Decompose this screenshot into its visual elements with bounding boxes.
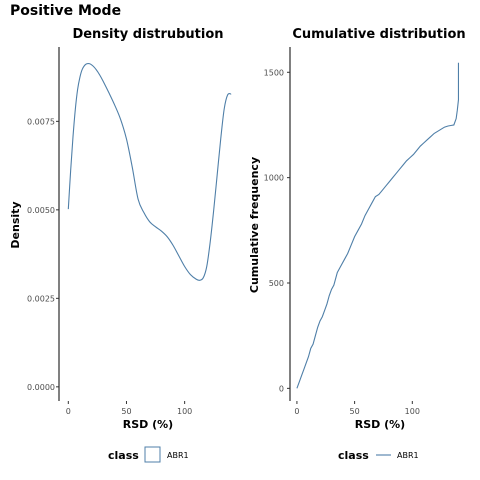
density-legend-label: ABR1 xyxy=(167,451,189,460)
cumulative-x-axis-label: RSD (%) xyxy=(355,418,405,431)
x-tick-label: 0 xyxy=(66,407,71,416)
density-x-ticks: 0 50 100 xyxy=(66,401,192,416)
y-tick-label: 1000 xyxy=(264,174,284,183)
density-y-ticks: 0.0000 0.0025 0.0050 0.0075 xyxy=(27,117,59,392)
density-legend: class ABR1 xyxy=(108,446,189,463)
x-tick-label: 50 xyxy=(350,407,360,416)
y-tick-label: 0.0050 xyxy=(27,206,55,215)
figure-title: Positive Mode xyxy=(10,3,121,19)
density-legend-key xyxy=(144,446,161,463)
y-tick-label: 500 xyxy=(269,279,284,288)
cumulative-legend: class ABR1 xyxy=(338,449,419,462)
y-tick-label: 0.0000 xyxy=(27,383,55,392)
cumulative-y-ticks: 0 500 1000 1500 xyxy=(264,68,290,393)
cumulative-x-ticks: 0 50 100 xyxy=(294,401,420,416)
y-tick-label: 0.0025 xyxy=(27,294,55,303)
density-y-axis-label: Density xyxy=(9,201,22,248)
cumulative-legend-title: class xyxy=(338,449,369,462)
x-tick-label: 100 xyxy=(177,407,192,416)
x-tick-label: 0 xyxy=(294,407,299,416)
y-tick-label: 0 xyxy=(279,384,284,393)
density-x-axis-label: RSD (%) xyxy=(123,418,173,431)
density-panel: Density distrubution 0.00000.00250.00500… xyxy=(9,27,232,431)
x-tick-label: 50 xyxy=(121,407,131,416)
y-tick-label: 1500 xyxy=(264,68,284,77)
cumulative-y-axis-label: Cumulative frequency xyxy=(248,157,261,293)
cumulative-legend-label: ABR1 xyxy=(397,451,419,460)
density-panel-title: Density distrubution xyxy=(72,27,223,42)
cumulative-panel: Cumulative distribution 0 500 1000 1500 0 50… xyxy=(248,27,466,431)
x-tick-label: 100 xyxy=(405,407,420,416)
density-legend-title: class xyxy=(108,449,139,462)
y-tick-label: 0.0075 xyxy=(27,117,55,126)
density-curve xyxy=(67,62,232,281)
cumulative-curve xyxy=(296,62,460,389)
cumulative-panel-title: Cumulative distribution xyxy=(292,27,465,42)
